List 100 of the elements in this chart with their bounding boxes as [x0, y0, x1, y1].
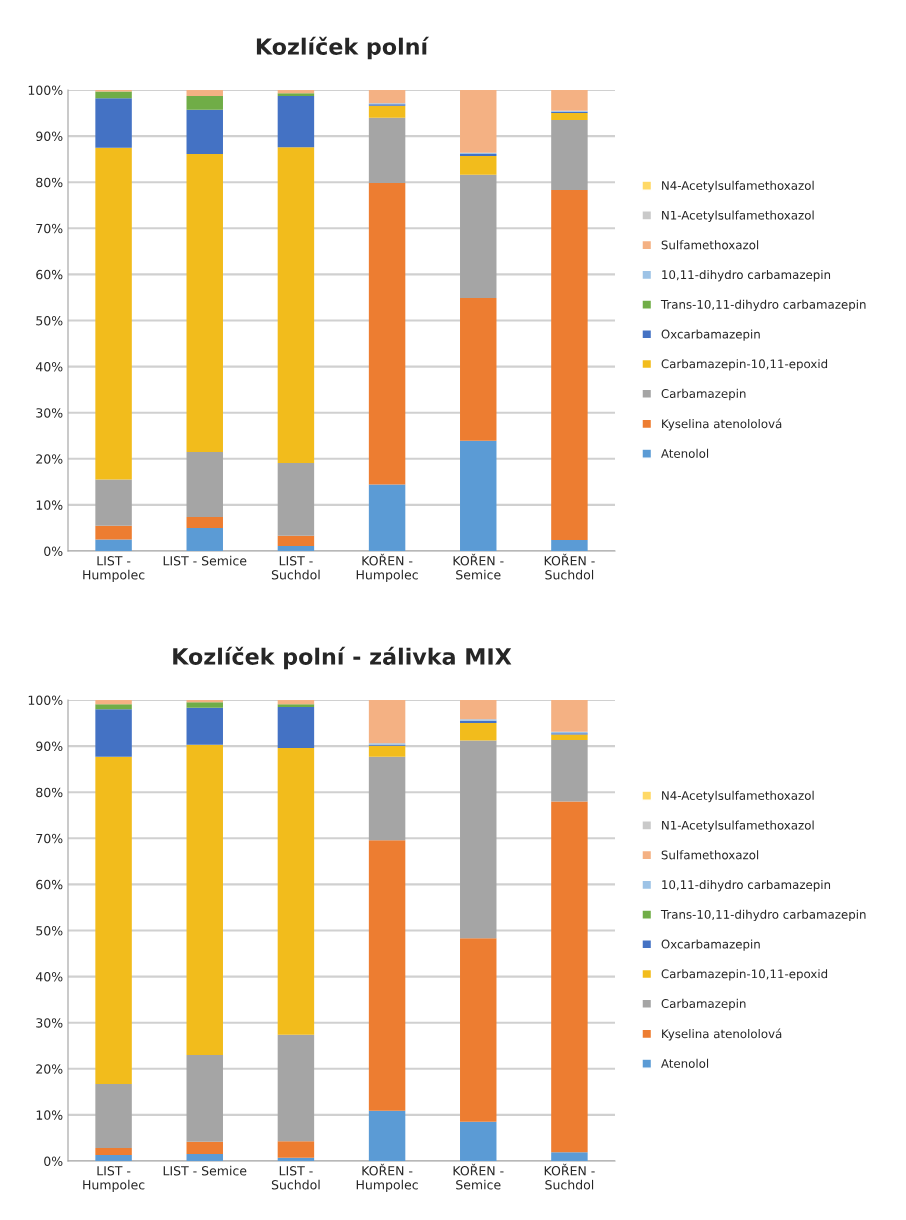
y-tick-label: 30%: [36, 1018, 63, 1028]
bar: [95, 91, 132, 99]
bar: [186, 109, 223, 155]
y-tick-label: 80%: [36, 177, 63, 188]
bar: [95, 1084, 132, 1149]
y-tick-label: 90%: [36, 131, 63, 142]
x-tick-label: LIST - Semice: [163, 1165, 247, 1176]
y-tick-label: 50%: [36, 315, 63, 326]
x-tick-label: LIST - Humpolec: [83, 1166, 145, 1192]
bar: [95, 98, 132, 148]
bar: [95, 704, 132, 710]
bar: [95, 525, 132, 540]
y-tick-label: 40%: [35, 362, 63, 372]
bar: [551, 734, 588, 741]
legend-label: Atenolol: [661, 1058, 709, 1068]
y-tick-label: 50%: [36, 925, 63, 936]
bar: [551, 700, 588, 732]
bar: [95, 709, 132, 757]
bar: [277, 704, 315, 707]
y-tick-label: 10%: [36, 500, 63, 510]
y-tick-label: 10%: [36, 1110, 63, 1120]
bar: [551, 539, 588, 551]
bar: [186, 1154, 223, 1161]
legend-label: Carbamazepin: [661, 998, 746, 1011]
legend-label: Kyselina atenololová: [662, 418, 782, 431]
bar: [368, 700, 406, 744]
legend-label: Carbamazepin: [661, 388, 746, 401]
bar: [277, 545, 315, 551]
bar: [186, 154, 223, 452]
bar: [460, 1121, 497, 1161]
bar: [277, 700, 315, 705]
x-tick-label: KOŘEN - Humpolec: [356, 553, 418, 582]
chart-title: Kozlíček polní - zálivka MIX: [173, 646, 512, 670]
bar: [277, 462, 315, 536]
bar: [368, 117, 406, 184]
legend-label: Carbamazepin-10,11-epoxid: [661, 969, 828, 981]
legend-label: Kyselina atenololová: [662, 1028, 782, 1041]
x-tick-label: KOŘEN - Semice: [453, 1163, 504, 1190]
bar: [277, 1034, 315, 1142]
y-tick-label: 60%: [36, 879, 63, 890]
chart-title: Kozlíček polní: [256, 36, 430, 60]
legend-label: Trans-10,11-dihydro carbamazepin: [660, 299, 866, 312]
bar: [95, 539, 132, 551]
bar: [460, 297, 497, 441]
bar: [460, 700, 497, 720]
y-tick-label: 0%: [44, 1156, 63, 1166]
bar: [551, 90, 588, 111]
bar: [460, 90, 497, 153]
legend-label: N1-Acetylsulfamethoxazol: [662, 820, 814, 832]
bar: [186, 1054, 223, 1142]
y-tick-label: 90%: [36, 741, 63, 752]
legend-label: Carbamazepin-10,11-epoxid: [661, 359, 828, 371]
bar: [186, 451, 223, 517]
bar: [95, 756, 132, 1085]
y-tick-label: 20%: [36, 454, 63, 464]
legend-label: N4-Acetylsulfamethoxazol: [662, 790, 814, 803]
bar: [186, 516, 223, 528]
bar: [551, 801, 588, 1153]
bar: [551, 740, 588, 802]
bar: [551, 1152, 588, 1161]
bar: [551, 113, 588, 120]
bar: [368, 1110, 406, 1161]
x-tick-label: LIST - Semice: [163, 555, 247, 566]
bar: [460, 740, 497, 939]
bar: [186, 90, 223, 96]
y-tick-label: 20%: [36, 1064, 63, 1074]
bar: [277, 535, 315, 546]
y-tick-label: 70%: [36, 833, 63, 844]
bar: [368, 756, 406, 841]
bar: [368, 105, 406, 118]
bar: [95, 479, 132, 526]
x-tick-label: KOŘEN - Humpolec: [356, 1163, 418, 1192]
bar: [460, 174, 497, 298]
y-tick-label: 100%: [28, 695, 63, 705]
x-tick-label: KOŘEN - Suchdol: [544, 553, 595, 580]
bar: [460, 938, 497, 1122]
bar: [186, 702, 223, 708]
legend-label: Trans-10,11-dihydro carbamazepin: [660, 909, 866, 922]
bar: [368, 484, 406, 551]
bar: [277, 1157, 315, 1161]
bar: [460, 440, 497, 551]
bar: [95, 700, 132, 705]
x-tick-label: LIST - Humpolec: [83, 556, 145, 582]
bar: [186, 95, 223, 110]
bar: [551, 190, 588, 540]
legend-label: 10,11-dihydro carbamazepin: [662, 269, 831, 282]
bar: [551, 119, 588, 191]
bar: [277, 747, 315, 1035]
y-tick-label: 40%: [35, 972, 63, 982]
legend-label: N1-Acetylsulfamethoxazol: [662, 210, 814, 222]
bar: [277, 95, 315, 148]
bar: [368, 90, 406, 104]
y-tick-label: 70%: [36, 223, 63, 234]
bar: [186, 527, 223, 551]
bar: [368, 840, 406, 1111]
bar: [95, 1155, 132, 1161]
legend-label: N4-Acetylsulfamethoxazol: [662, 180, 814, 193]
bar: [95, 147, 132, 480]
bar: [186, 1141, 223, 1155]
bar: [277, 706, 315, 748]
